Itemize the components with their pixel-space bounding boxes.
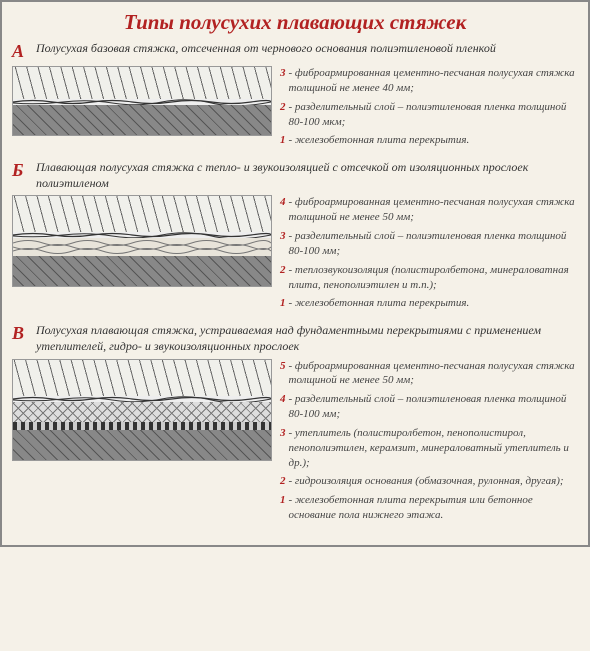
legend-num: 3 [280,229,286,259]
legend-item: 3- фиброармированная цементно-песчаная п… [280,66,578,96]
legend-text: - железобетонная плита перекрытия или бе… [289,493,579,523]
legend-item: 1- железобетонная плита перекрытия. [280,133,578,148]
legend-text: - теплозвукоизоляция (полистиролбетона, … [289,263,579,293]
infographic-container: Типы полусухих плавающих стяжек А Полусу… [0,0,590,547]
legend-num: 1 [280,493,286,523]
section-header: Б Плавающая полусухая стяжка с тепло- и … [12,160,578,191]
diagram-v [12,359,272,461]
legend-item: 4- фиброармированная цементно-песчаная п… [280,195,578,225]
legend-v: 5- фиброармированная цементно-песчаная п… [280,359,578,527]
section-title: Полусухая базовая стяжка, отсеченная от … [36,41,496,57]
legend-num: 3 [280,66,286,96]
layer-screed [13,196,271,232]
legend-item: 1- железобетонная плита перекрытия или б… [280,493,578,523]
legend-num: 2 [280,263,286,293]
legend-item: 3- разделительный слой – полиэтиленовая … [280,229,578,259]
section-body: 4- фиброармированная цементно-песчаная п… [12,195,578,315]
section-b: Б Плавающая полусухая стяжка с тепло- и … [12,160,578,315]
legend-item: 1- железобетонная плита перекрытия. [280,296,578,311]
section-body: 3- фиброармированная цементно-песчаная п… [12,66,578,152]
legend-text: - железобетонная плита перекрытия. [289,133,470,148]
layer-screed [13,67,271,99]
legend-item: 3- утеплитель (полистиролбетон, пенополи… [280,426,578,471]
legend-text: - разделительный слой – полиэтиленовая п… [289,229,579,259]
legend-text: - железобетонная плита перекрытия. [289,296,470,311]
legend-item: 2- теплозвукоизоляция (полистиролбетона,… [280,263,578,293]
layer-insulation [13,238,271,256]
legend-text: - фиброармированная цементно-песчаная по… [289,359,579,389]
legend-item: 5- фиброармированная цементно-песчаная п… [280,359,578,389]
section-header: В Полусухая плавающая стяжка, устраиваем… [12,323,578,354]
legend-text: - разделительный слой – полиэтиленовая п… [289,100,579,130]
diagram-b [12,195,272,287]
legend-item: 2- гидроизоляция основания (обмазочная, … [280,474,578,489]
diagram-a [12,66,272,136]
legend-text: - фиброармированная цементно-песчаная по… [289,66,579,96]
legend-item: 4- разделительный слой – полиэтиленовая … [280,392,578,422]
layer-waterproof [13,422,271,430]
legend-item: 2- разделительный слой – полиэтиленовая … [280,100,578,130]
section-letter: А [12,41,30,62]
main-title: Типы полусухих плавающих стяжек [12,10,578,35]
legend-num: 3 [280,426,286,471]
legend-num: 2 [280,100,286,130]
section-v: В Полусухая плавающая стяжка, устраиваем… [12,323,578,527]
legend-text: - разделительный слой – полиэтиленовая п… [289,392,579,422]
legend-num: 2 [280,474,286,489]
legend-num: 1 [280,133,286,148]
section-letter: Б [12,160,30,181]
section-title: Полусухая плавающая стяжка, устраиваемая… [36,323,578,354]
legend-num: 1 [280,296,286,311]
section-body: 5- фиброармированная цементно-песчаная п… [12,359,578,527]
section-header: А Полусухая базовая стяжка, отсеченная о… [12,41,578,62]
legend-num: 5 [280,359,286,389]
legend-b: 4- фиброармированная цементно-песчаная п… [280,195,578,315]
section-letter: В [12,323,30,344]
layer-concrete [13,256,271,286]
section-a: А Полусухая базовая стяжка, отсеченная о… [12,41,578,152]
legend-text: - фиброармированная цементно-песчаная по… [289,195,579,225]
legend-num: 4 [280,195,286,225]
legend-a: 3- фиброармированная цементно-песчаная п… [280,66,578,152]
layer-concrete [13,105,271,135]
legend-num: 4 [280,392,286,422]
layer-screed [13,360,271,396]
section-title: Плавающая полусухая стяжка с тепло- и зв… [36,160,578,191]
legend-text: - утеплитель (полистиролбетон, пенополис… [289,426,579,471]
layer-insulation-cross [13,402,271,422]
layer-concrete [13,430,271,460]
legend-text: - гидроизоляция основания (обмазочная, р… [289,474,564,489]
